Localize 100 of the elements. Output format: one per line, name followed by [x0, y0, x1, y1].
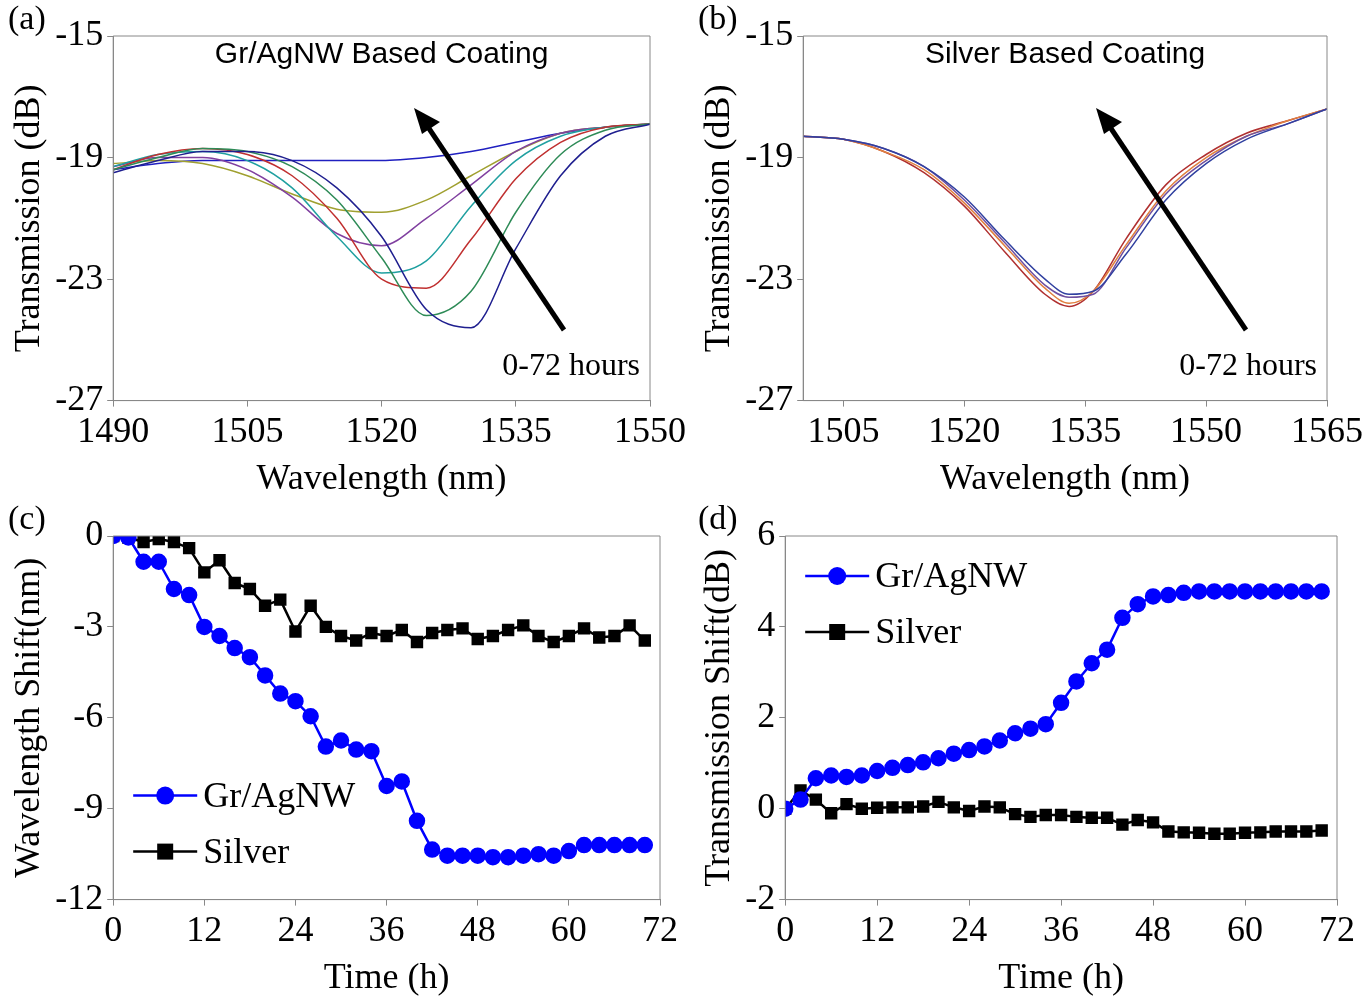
x-tick-label: 60 [1227, 908, 1264, 949]
legend-label: Gr/AgNW [203, 775, 356, 816]
point [241, 648, 259, 666]
text: (d) [698, 499, 738, 536]
point [824, 807, 838, 820]
point [608, 629, 621, 643]
point [1129, 595, 1146, 613]
x-tick-label: 1505 [807, 409, 880, 450]
point [560, 842, 578, 860]
point [454, 847, 471, 864]
point [365, 626, 378, 640]
point [1083, 655, 1100, 672]
point [840, 797, 853, 811]
x-tick-label: 12 [859, 908, 896, 949]
point [1146, 816, 1160, 829]
point [809, 793, 823, 806]
x-tick-label: 1520 [928, 409, 1001, 450]
point [1175, 584, 1192, 602]
point [623, 619, 636, 632]
point [575, 836, 593, 854]
y-tick-label: -27 [745, 378, 794, 419]
point [272, 685, 289, 702]
point [347, 741, 365, 758]
point [334, 629, 348, 643]
point [287, 692, 304, 710]
point [393, 773, 411, 790]
point [899, 756, 917, 774]
x-tick-label: 1505 [211, 409, 284, 450]
point [484, 848, 502, 866]
y-tick-label: 2 [757, 695, 776, 736]
point [439, 847, 456, 864]
point [1284, 825, 1298, 838]
point [532, 629, 545, 643]
x-tick-label: 48 [459, 908, 496, 949]
point [499, 848, 517, 866]
point [1269, 825, 1282, 838]
point [408, 812, 426, 830]
y-tick-label: -15 [745, 13, 794, 54]
point [1223, 827, 1236, 840]
annotation: 0-72 hours [502, 346, 640, 383]
point [1024, 810, 1037, 824]
point [547, 635, 560, 649]
point [838, 768, 855, 786]
text: (b) [698, 0, 738, 36]
point [1267, 583, 1284, 600]
y-tick-label: -19 [745, 134, 794, 175]
point [1162, 825, 1175, 838]
point [350, 634, 363, 647]
point [960, 741, 978, 759]
point [621, 836, 638, 854]
y-axis-title: Transmission (dB) [7, 84, 48, 353]
point [486, 629, 500, 643]
point [978, 800, 991, 813]
point [1114, 609, 1131, 627]
point [501, 623, 515, 637]
annotation: 0-72 hours [1179, 346, 1317, 383]
point [317, 738, 335, 755]
y-tick-label: -6 [73, 695, 104, 736]
point [258, 599, 272, 612]
point [228, 576, 241, 590]
point [1052, 694, 1070, 712]
y-axis-title: Transmission Shift(dB) [697, 548, 738, 887]
y-tick-label: 0 [85, 513, 104, 554]
x-tick-label: 1535 [479, 409, 552, 450]
chart-title: Gr/AgNW Based Coating [214, 36, 549, 70]
point [226, 639, 243, 657]
point [1238, 826, 1252, 839]
point [792, 791, 809, 808]
point [886, 801, 899, 814]
point [319, 620, 333, 634]
x-axis-title: Wavelength (nm) [940, 456, 1191, 497]
point [1022, 720, 1039, 737]
point [932, 795, 945, 809]
point [1098, 641, 1116, 658]
point [456, 622, 469, 635]
point [993, 801, 1006, 814]
point [517, 619, 530, 632]
point [945, 745, 963, 762]
legend-label: Silver [203, 831, 290, 872]
point [1252, 583, 1269, 600]
y-tick-label: 0 [757, 786, 776, 827]
point [1254, 826, 1267, 839]
point [1298, 583, 1315, 600]
point [423, 841, 441, 858]
legend-label: Silver [875, 611, 962, 652]
point [1144, 588, 1162, 605]
point [853, 767, 871, 784]
point [606, 836, 623, 854]
y-tick-label: -23 [745, 256, 794, 297]
point [198, 566, 211, 579]
y-tick-label: 6 [757, 513, 776, 554]
x-tick-label: 1550 [614, 409, 686, 450]
point [180, 586, 198, 604]
point [1070, 810, 1083, 824]
legend-label: Gr/AgNW [875, 555, 1028, 596]
point [962, 804, 976, 818]
point [380, 629, 393, 643]
point [1313, 583, 1330, 600]
point [545, 847, 562, 864]
x-tick-label: 1550 [1170, 409, 1243, 450]
